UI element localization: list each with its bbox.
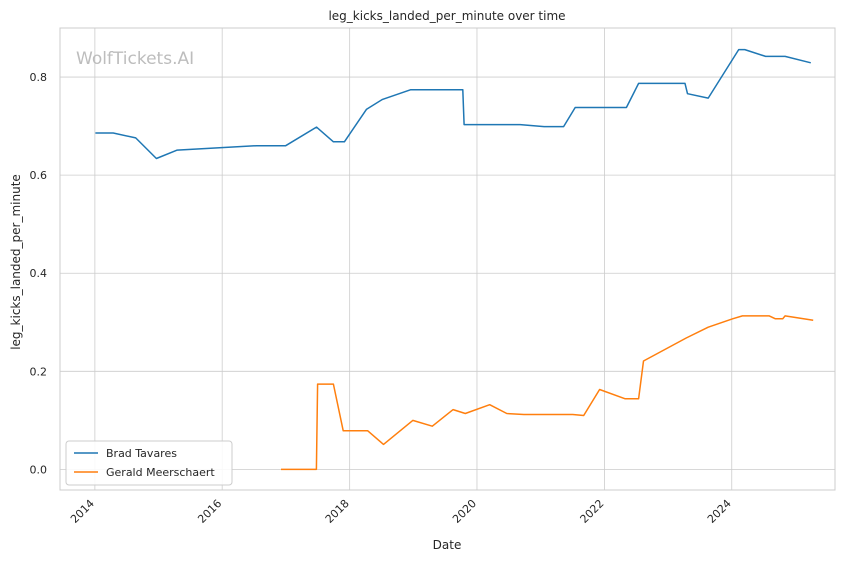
x-tick-label: 2022 <box>578 497 607 526</box>
x-axis-label: Date <box>433 538 462 552</box>
x-axis-ticks: 2014 2016 2018 2020 2022 2024 <box>68 497 734 526</box>
x-tick-label: 2018 <box>323 497 352 526</box>
series-line-gerald-meerschaert <box>281 315 814 471</box>
y-axis-label: leg_kicks_landed_per_minute <box>9 174 23 350</box>
legend: Brad Tavares Gerald Meerschaert <box>65 440 233 486</box>
plot-frame <box>59 27 836 491</box>
grid <box>60 28 835 490</box>
legend-label-gerald-meerschaert: Gerald Meerschaert <box>106 466 215 479</box>
y-tick-label: 0.0 <box>30 463 48 476</box>
series-layer <box>95 48 814 471</box>
y-axis-ticks: 0.0 0.2 0.4 0.6 0.8 <box>30 71 48 476</box>
chart-title: leg_kicks_landed_per_minute over time <box>328 9 565 23</box>
legend-box <box>65 440 233 486</box>
x-tick-label: 2014 <box>68 497 97 526</box>
series-line-brad-tavares <box>95 48 811 160</box>
y-tick-label: 0.2 <box>30 365 48 378</box>
y-tick-label: 0.4 <box>30 267 48 280</box>
watermark: WolfTickets.AI <box>76 49 194 69</box>
x-tick-label: 2024 <box>705 497 734 526</box>
legend-label-brad-tavares: Brad Tavares <box>106 447 177 460</box>
x-tick-label: 2020 <box>450 497 479 526</box>
y-tick-label: 0.8 <box>30 71 48 84</box>
x-tick-label: 2016 <box>195 497 224 526</box>
y-tick-label: 0.6 <box>30 169 48 182</box>
